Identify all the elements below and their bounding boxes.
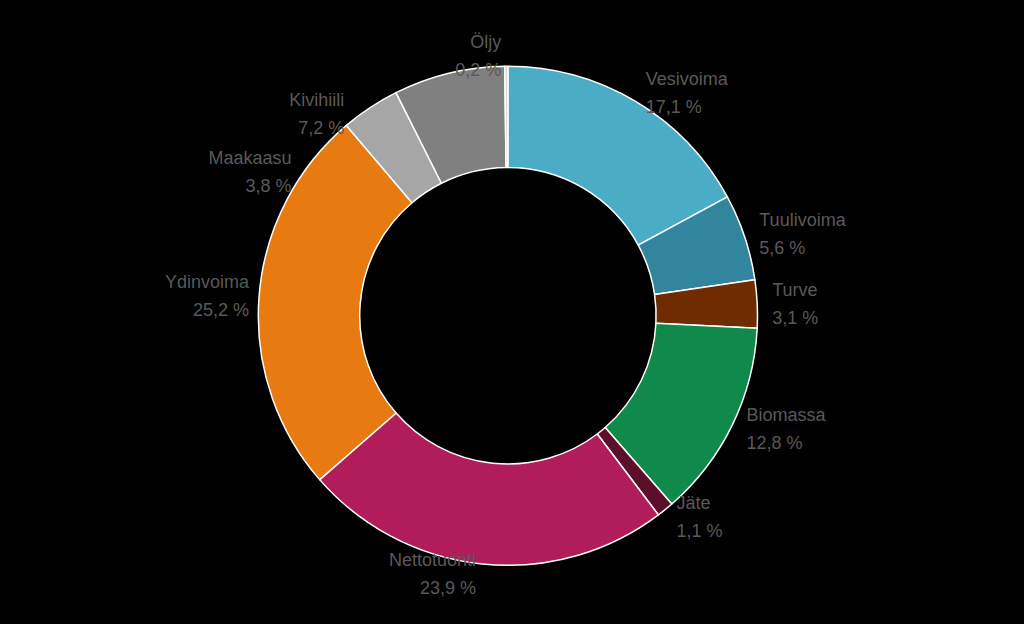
svg-text:5,6 %: 5,6 % (759, 238, 805, 258)
svg-text:0,2 %: 0,2 % (455, 60, 501, 80)
svg-text:Turve: Turve (772, 280, 817, 300)
svg-text:Vesivoima: Vesivoima (646, 69, 729, 89)
svg-text:Biomassa: Biomassa (746, 405, 826, 425)
svg-text:Öljy: Öljy (470, 32, 501, 52)
svg-text:23,9 %: 23,9 % (420, 578, 476, 598)
svg-text:7,2 %: 7,2 % (298, 118, 344, 138)
svg-text:Kivihiili: Kivihiili (289, 90, 344, 110)
svg-text:3,8 %: 3,8 % (246, 176, 292, 196)
svg-text:1,1 %: 1,1 % (676, 521, 722, 541)
svg-text:Ydinvoima: Ydinvoima (165, 272, 250, 292)
svg-text:17,1 %: 17,1 % (646, 97, 702, 117)
svg-text:Jäte: Jäte (676, 493, 710, 513)
svg-text:3,1 %: 3,1 % (772, 308, 818, 328)
svg-text:Nettotuonti: Nettotuonti (389, 550, 476, 570)
svg-text:12,8 %: 12,8 % (746, 433, 802, 453)
svg-text:25,2 %: 25,2 % (193, 300, 249, 320)
svg-text:Tuulivoima: Tuulivoima (759, 210, 846, 230)
svg-text:Maakaasu: Maakaasu (209, 148, 292, 168)
